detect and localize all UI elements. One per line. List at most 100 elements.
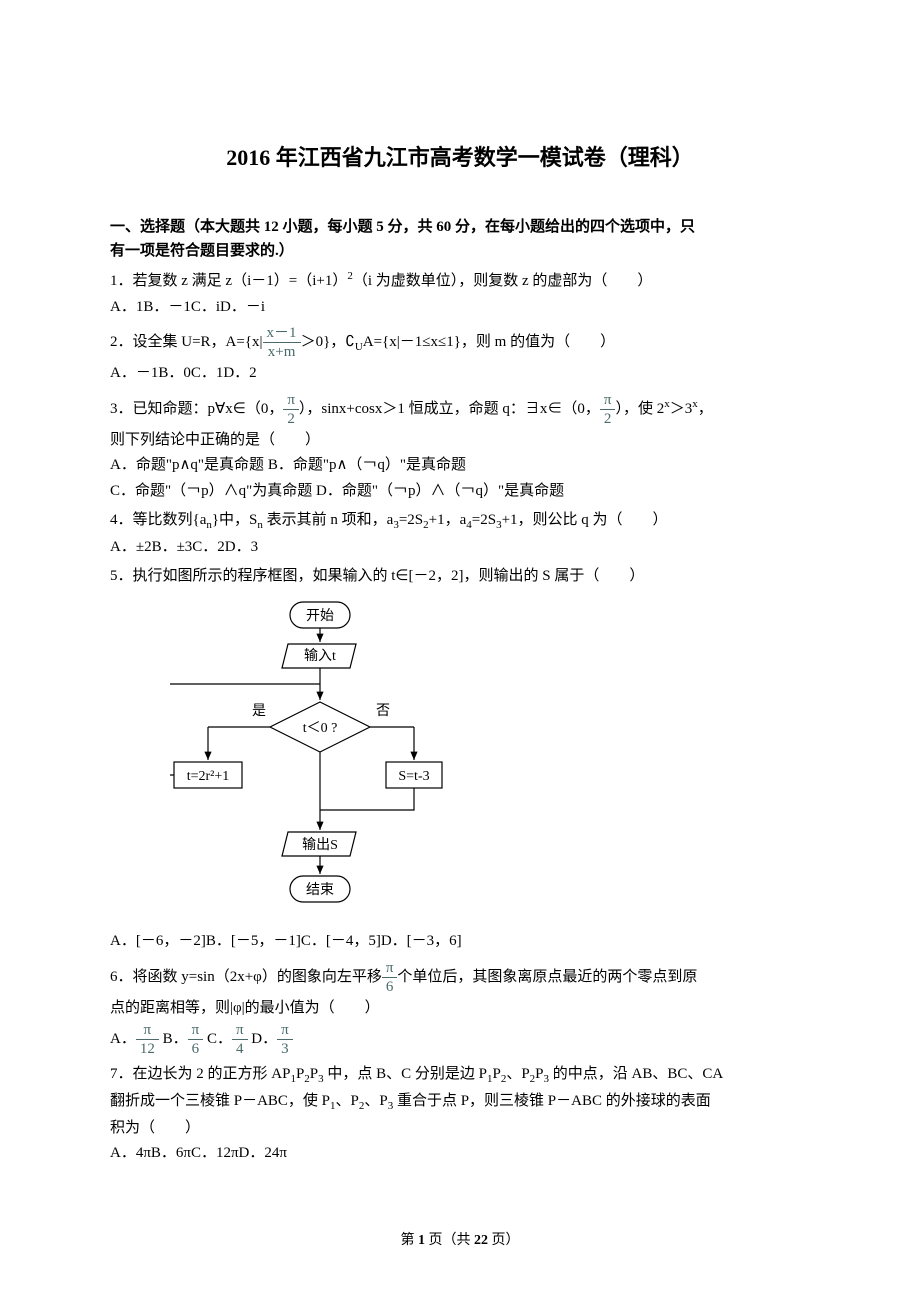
q3-choiceB: B．命题"p∧（￢q）"是真命题: [268, 457, 466, 473]
q6-choiceC: C．: [203, 1031, 232, 1047]
flowchart-svg: 开始 输入t t＜0 ? 是 t=2r²+1 否 S=t-3: [170, 600, 450, 910]
flow-start: 开始: [306, 608, 334, 624]
q5-text: 5．执行如图所示的程序框图，如果输入的 t∈[－2，2]，则输出的 S 属于（ …: [110, 568, 644, 584]
q6-fracB: π6: [188, 1021, 204, 1058]
q6-fracA: π12: [136, 1021, 159, 1058]
question-6: 6．将函数 y=sin（2x+φ）的图象向左平移π6个单位后，其图象离原点最近的…: [110, 959, 810, 1059]
q6-choiceD: D．: [248, 1031, 278, 1047]
flow-end: 结束: [306, 882, 334, 898]
q6-fracC-den: 4: [232, 1040, 248, 1058]
question-4: 4．等比数列{an}中，Sn 表示其前 n 项和，a3=2S2+1，a4=2S3…: [110, 508, 810, 560]
q5-choices: A．[－6，－2]B．[－5，－1]C．[－4，5]D．[－3，6]: [110, 933, 462, 949]
flow-output: 输出S: [302, 837, 338, 853]
q4-text3: 表示其前 n 项和，a: [263, 512, 393, 528]
q7-line2d: 重合于点 P，则三棱锥 P－ABC 的外接球的表面: [393, 1093, 711, 1109]
q4-text5: +1，a: [429, 512, 467, 528]
question-5: 5．执行如图所示的程序框图，如果输入的 t∈[－2，2]，则输出的 S 属于（ …: [110, 564, 810, 955]
q6-fracA-num: π: [136, 1021, 159, 1040]
q6-fracB-num: π: [188, 1021, 204, 1040]
q3-text3: ），使 2: [615, 401, 664, 417]
q6-frac: π6: [382, 959, 398, 996]
q3-text2: ），sinx+cosx＞1 恒成立，命题 q：∃x∈（0，: [299, 401, 600, 417]
q6-text2: 个单位后，其图象离原点最近的两个零点到原: [397, 969, 697, 985]
complement-symbol: ∁: [345, 333, 355, 350]
q6-frac-den: 6: [382, 978, 398, 996]
flow-no: 否: [376, 704, 390, 719]
flow-left: t=2r²+1: [187, 769, 230, 784]
q3-text5: ，: [698, 401, 713, 417]
q2-text2: ＞0}，: [301, 334, 346, 350]
q6-fracB-den: 6: [188, 1040, 204, 1058]
q2-frac-num: x－1: [263, 324, 301, 343]
section-header-line1: 一、选择题（本大题共 12 小题，每小题 5 分，共 60 分，在每小题给出的四…: [110, 219, 695, 235]
q7-text6: 、P: [506, 1066, 529, 1082]
footer-suffix: 页）: [488, 1233, 520, 1248]
q7-line2c: 、P: [364, 1093, 387, 1109]
q3-choiceC: C．命题"（￢p）∧q"为真命题: [110, 483, 312, 499]
q3-frac2-den: 2: [600, 410, 616, 428]
q7-choices: A．4πB．6πC．12πD．24π: [110, 1145, 287, 1161]
question-3: 3．已知命题：p∀x∈（0，π2），sinx+cosx＞1 恒成立，命题 q：∃…: [110, 391, 810, 505]
q6-line2: 点的距离相等，则|φ|的最小值为（ ）: [110, 1000, 380, 1016]
q7-line2a: 翻折成一个三棱锥 P－ABC，使 P: [110, 1093, 330, 1109]
q6-fracC: π4: [232, 1021, 248, 1058]
question-7: 7．在边长为 2 的正方形 AP1P2P3 中，点 B、C 分别是边 P1P2、…: [110, 1062, 810, 1166]
flowchart: 开始 输入t t＜0 ? 是 t=2r²+1 否 S=t-3: [170, 600, 810, 920]
q6-text1: 6．将函数 y=sin（2x+φ）的图象向左平移: [110, 969, 382, 985]
q3-choiceD: D．命题"（￢p）∧（￢q）"是真命题: [316, 483, 564, 499]
q6-frac-num: π: [382, 959, 398, 978]
footer-mid: 页（共: [425, 1233, 474, 1248]
q6-fracD-num: π: [277, 1021, 293, 1040]
q3-frac1: π2: [283, 391, 299, 428]
footer-total: 22: [474, 1233, 488, 1248]
q4-text6: =2S: [472, 512, 496, 528]
q2-text1: 2．设全集 U=R，A={x|: [110, 334, 263, 350]
q1-text: 1．若复数 z 满足 z（i－1）=（i+1）: [110, 273, 347, 289]
q6-choiceA: A．: [110, 1031, 136, 1047]
question-1: 1．若复数 z 满足 z（i－1）=（i+1）2（i 为虚数单位），则复数 z …: [110, 267, 810, 320]
q7-line2b: 、P: [336, 1093, 359, 1109]
q3-choiceA: A．命题"p∧q"是真命题: [110, 457, 264, 473]
q6-fracC-num: π: [232, 1021, 248, 1040]
q3-frac1-den: 2: [283, 410, 299, 428]
q2-frac-den: x+m: [263, 343, 301, 361]
flow-yes: 是: [252, 704, 266, 719]
flow-right: S=t-3: [398, 769, 429, 784]
question-2: 2．设全集 U=R，A={x|x－1x+m＞0}，∁UA={x|－1≤x≤1}，…: [110, 324, 810, 387]
footer-prefix: 第: [401, 1233, 419, 1248]
q7-line3: 积为（ ）: [110, 1120, 200, 1136]
q3-frac2-num: π: [600, 391, 616, 410]
q3-text4: ＞3: [670, 401, 693, 417]
flow-cond: t＜0 ?: [303, 721, 338, 736]
section-header: 一、选择题（本大题共 12 小题，每小题 5 分，共 60 分，在每小题给出的四…: [110, 215, 810, 263]
q1-choices: A．1B．－1C．iD．－i: [110, 299, 265, 315]
page-title: 2016 年江西省九江市高考数学一模试卷（理科）: [110, 140, 810, 175]
q7-text7: P: [535, 1066, 543, 1082]
q3-frac1-num: π: [283, 391, 299, 410]
q4-choices: A．±2B．±3C．2D．3: [110, 539, 258, 555]
q6-fracD: π3: [277, 1021, 293, 1058]
q7-text4: 中，点 B、C 分别是边 P: [324, 1066, 487, 1082]
q4-text2: }中，S: [212, 512, 258, 528]
q7-text5: P: [492, 1066, 500, 1082]
q6-fracA-den: 12: [136, 1040, 159, 1058]
q4-text7: +1，则公比 q 为（ ）: [502, 512, 668, 528]
q1-text2: （i 为虚数单位），则复数 z 的虚部为（ ）: [353, 273, 653, 289]
q2-comp-sub: U: [355, 341, 363, 353]
q7-text8: 的中点，沿 AB、BC、CA: [549, 1066, 723, 1082]
q6-choiceB: B．: [159, 1031, 188, 1047]
footer-current: 1: [418, 1233, 425, 1248]
q3-frac2: π2: [600, 391, 616, 428]
q2-choices: A．－1B．0C．1D．2: [110, 365, 257, 381]
q2-text3: A={x|－1≤x≤1}，则 m 的值为（ ）: [363, 334, 615, 350]
q4-text1: 4．等比数列{a: [110, 512, 206, 528]
q6-fracD-den: 3: [277, 1040, 293, 1058]
q7-text1: 7．在边长为 2 的正方形 AP: [110, 1066, 290, 1082]
q4-text4: =2S: [399, 512, 423, 528]
q3-line2: 则下列结论中正确的是（ ）: [110, 432, 320, 448]
flow-input: 输入t: [304, 648, 336, 664]
q7-text3: P: [310, 1066, 318, 1082]
section-header-line2: 有一项是符合题目要求的.）: [110, 243, 294, 259]
q2-frac: x－1x+m: [263, 324, 301, 361]
q3-text1: 3．已知命题：p∀x∈（0，: [110, 401, 283, 417]
